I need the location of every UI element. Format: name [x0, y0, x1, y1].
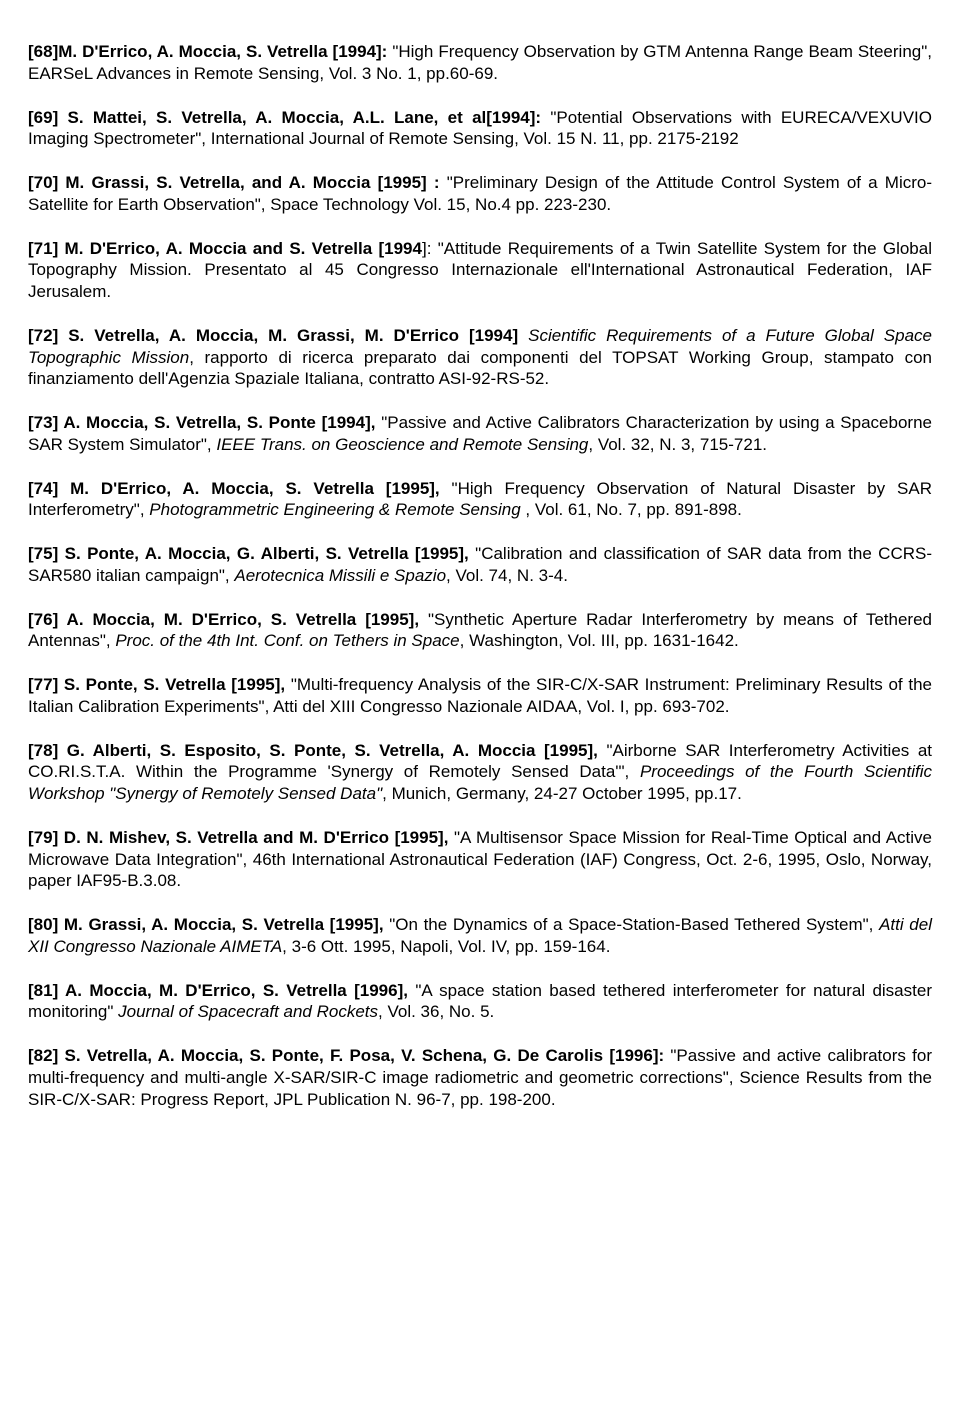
- reference-entry: [74] M. D'Errico, A. Moccia, S. Vetrella…: [28, 478, 932, 522]
- reference-entry: [73] A. Moccia, S. Vetrella, S. Ponte [1…: [28, 412, 932, 456]
- reference-entry: [82] S. Vetrella, A. Moccia, S. Ponte, F…: [28, 1045, 932, 1110]
- reference-entry: [68]M. D'Errico, A. Moccia, S. Vetrella …: [28, 41, 932, 85]
- reference-entry: [70] M. Grassi, S. Vetrella, and A. Mocc…: [28, 172, 932, 216]
- reference-entry: [77] S. Ponte, S. Vetrella [1995], "Mult…: [28, 674, 932, 718]
- reference-entry: [80] M. Grassi, A. Moccia, S. Vetrella […: [28, 914, 932, 958]
- reference-entry: [79] D. N. Mishev, S. Vetrella and M. D'…: [28, 827, 932, 892]
- reference-entry: [71] M. D'Errico, A. Moccia and S. Vetre…: [28, 238, 932, 303]
- reference-entry: [78] G. Alberti, S. Esposito, S. Ponte, …: [28, 740, 932, 805]
- reference-list: [68]M. D'Errico, A. Moccia, S. Vetrella …: [28, 41, 932, 1110]
- reference-entry: [81] A. Moccia, M. D'Errico, S. Vetrella…: [28, 980, 932, 1024]
- reference-entry: [76] A. Moccia, M. D'Errico, S. Vetrella…: [28, 609, 932, 653]
- reference-entry: [75] S. Ponte, A. Moccia, G. Alberti, S.…: [28, 543, 932, 587]
- reference-entry: [69] S. Mattei, S. Vetrella, A. Moccia, …: [28, 107, 932, 151]
- reference-entry: [72] S. Vetrella, A. Moccia, M. Grassi, …: [28, 325, 932, 390]
